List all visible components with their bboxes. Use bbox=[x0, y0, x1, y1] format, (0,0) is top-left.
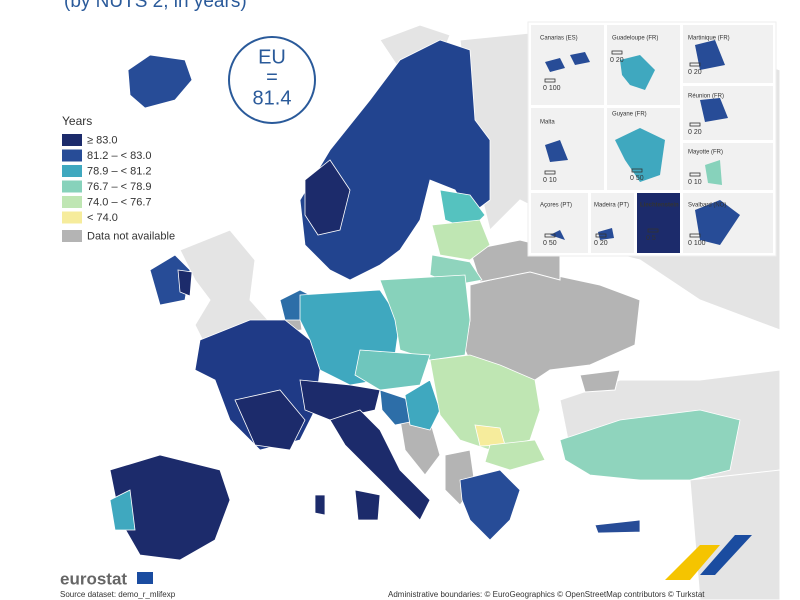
credits: Administrative boundaries: © EuroGeograp… bbox=[388, 590, 705, 599]
inset-label: Réunion (FR) bbox=[688, 94, 724, 100]
badge-value: 81.4 bbox=[253, 87, 292, 109]
scale-label: 0 20 bbox=[610, 57, 624, 64]
scale-bar bbox=[631, 168, 643, 173]
inset-label: Liechtenstein bbox=[640, 203, 679, 209]
inset-label: Martinique (FR) bbox=[688, 36, 730, 42]
legend-label: Data not available bbox=[87, 230, 175, 242]
legend-label: 76.7 – < 78.9 bbox=[87, 181, 152, 193]
map-regions bbox=[109, 39, 741, 561]
scale-label: 0 10 bbox=[543, 177, 557, 184]
scale-bar bbox=[544, 233, 556, 238]
legend-label: 78.9 – < 81.2 bbox=[87, 165, 152, 177]
scale-bar bbox=[595, 233, 607, 238]
badge-circle bbox=[228, 36, 316, 124]
inset-label: Açores (PT) bbox=[540, 203, 572, 209]
logo-mark bbox=[665, 545, 720, 580]
inset-label: Mayotte (FR) bbox=[688, 150, 723, 156]
scale-label: 0 20 bbox=[594, 240, 608, 247]
subtitle: (by NUTS 2, in years) bbox=[64, 0, 247, 12]
scale-bar bbox=[611, 50, 623, 55]
scale-bar bbox=[689, 122, 701, 127]
legend-swatch bbox=[62, 134, 82, 146]
logo-mark bbox=[700, 535, 752, 575]
scale-bar bbox=[689, 172, 701, 177]
scale-label: 0 100 bbox=[688, 240, 706, 247]
inset-label: Guadeloupe (FR) bbox=[612, 36, 658, 42]
eu-average-badge: EU = 81.4 bbox=[228, 36, 316, 124]
legend-swatch bbox=[62, 211, 82, 224]
inset-label: Madeira (PT) bbox=[594, 203, 629, 209]
scale-label: 0 100 bbox=[543, 85, 561, 92]
inset-label: Svalbard (NO) bbox=[688, 203, 726, 209]
inset-label: Malta bbox=[540, 120, 555, 126]
inset-label: Canarias (ES) bbox=[540, 36, 578, 42]
legend: Years ≥ 83.0 81.2 – < 83.0 78.9 – < 81.2 76… bbox=[62, 114, 175, 242]
badge-eu: EU bbox=[258, 46, 286, 68]
scale-label: 0 50 bbox=[630, 175, 644, 182]
legend-swatch bbox=[62, 149, 82, 162]
source: Source dataset: demo_r_mlifexp bbox=[60, 590, 176, 599]
scale-bar bbox=[647, 228, 659, 233]
scale-label: 0 10 bbox=[688, 179, 702, 186]
legend-swatch bbox=[62, 180, 82, 193]
scale-bar bbox=[689, 233, 701, 238]
scale-label: 0 5 bbox=[646, 235, 656, 242]
badge-equals: = bbox=[266, 66, 278, 88]
scale-bar bbox=[689, 62, 701, 67]
scale-bar bbox=[544, 170, 556, 175]
legend-swatch bbox=[62, 165, 82, 177]
legend-label: < 74.0 bbox=[87, 212, 118, 224]
scale-bar bbox=[544, 78, 556, 83]
eu-flag bbox=[137, 572, 153, 584]
legend-label: ≥ 83.0 bbox=[87, 134, 118, 146]
legend-label: 81.2 – < 83.0 bbox=[87, 150, 152, 162]
scale-label: 0 20 bbox=[688, 69, 702, 76]
legend-title: Years bbox=[62, 114, 92, 128]
scale-label: 0 20 bbox=[688, 129, 702, 136]
legend-label: 74.0 – < 76.7 bbox=[87, 196, 152, 208]
insets: Canarias (ES) 0 100 Guadeloupe (FR) 0 20 Mar… bbox=[527, 21, 777, 257]
eurostat-logo: eurostat bbox=[60, 569, 127, 588]
legend-swatch bbox=[62, 230, 82, 242]
inset-label: Guyane (FR) bbox=[612, 112, 647, 118]
legend-swatch bbox=[62, 196, 82, 208]
scale-label: 0 50 bbox=[543, 240, 557, 247]
